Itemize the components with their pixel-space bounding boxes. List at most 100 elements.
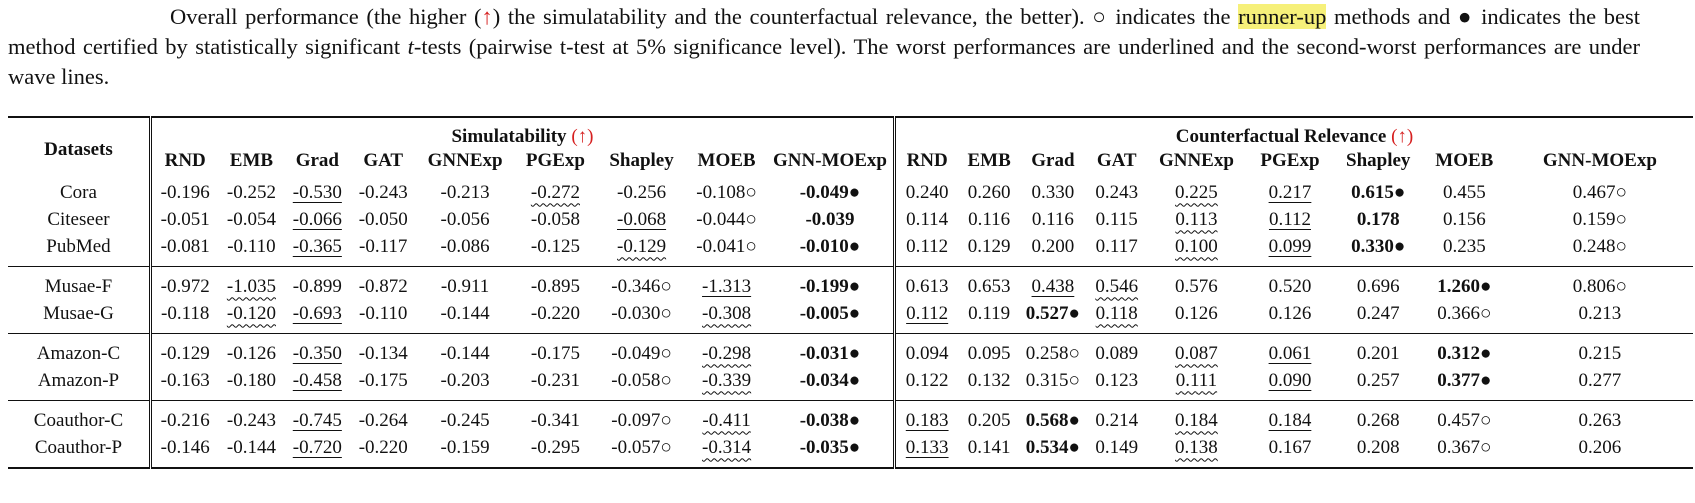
value-text: 0.367○ — [1437, 436, 1492, 458]
sim-value-cell: -0.066 — [284, 206, 350, 233]
value-text: -0.252 — [226, 181, 276, 203]
sim-value-cell: -0.126 — [218, 333, 285, 367]
value-text: 0.546 — [1095, 275, 1139, 297]
value-text: 0.457○ — [1437, 409, 1492, 431]
cf-value-cell: 0.100 — [1148, 233, 1246, 267]
sim-value-cell: -0.196 — [148, 173, 219, 206]
value-text: 0.315○ — [1025, 369, 1081, 391]
value-text: -0.314 — [702, 436, 752, 458]
sim-value-cell: -0.118 — [148, 300, 219, 334]
cf-value-cell: 0.217 — [1245, 173, 1334, 206]
sim-value-cell: -0.213 — [416, 173, 514, 206]
cf-value-cell: 0.090 — [1245, 367, 1334, 401]
cf-value-cell: 0.114 — [893, 206, 959, 233]
value-text: -0.005● — [799, 302, 861, 324]
sim-value-cell: -0.872 — [350, 266, 417, 300]
sim-value-cell: -1.313 — [686, 266, 767, 300]
method-header-cf-gnn-moexp: GNN-MOExp — [1542, 149, 1657, 171]
cf-value-cell: 0.247 — [1335, 300, 1422, 334]
value-text: 0.247 — [1356, 302, 1400, 324]
method-header-sim-rnd: RND — [148, 148, 219, 173]
sim-value-cell: -0.895 — [513, 266, 597, 300]
value-text: 0.156 — [1442, 208, 1486, 230]
method-header-cf-gnnexp: GNNExp — [1158, 149, 1234, 171]
sim-value-cell: -0.051 — [148, 206, 219, 233]
dataset-cell: Amazon-C — [8, 333, 151, 367]
sim-value-cell: -0.005● — [767, 300, 895, 334]
sim-value-cell: -0.129 — [597, 233, 686, 267]
sim-value-cell: -0.159 — [416, 434, 514, 468]
value-text: -0.134 — [358, 342, 408, 364]
method-header-cf-gat: GAT — [1096, 149, 1137, 171]
sim-value-cell: -0.144 — [416, 333, 514, 367]
table-row: Amazon-P -0.163 -0.180 -0.458 -0.175 -0.203 -0… — [8, 367, 1693, 401]
value-text: 0.205 — [967, 409, 1011, 431]
value-text: -0.049● — [799, 181, 861, 203]
value-text: -0.086 — [440, 235, 490, 257]
value-text: -0.245 — [440, 409, 490, 431]
cf-value-cell: 0.696 — [1334, 266, 1422, 300]
sim-value-cell: -0.030○ — [597, 300, 686, 334]
value-text: 0.263 — [1578, 409, 1622, 431]
value-text: -0.110 — [227, 235, 276, 257]
value-text: -0.044○ — [696, 208, 757, 230]
value-text: 0.214 — [1095, 409, 1139, 431]
value-text: 0.116 — [968, 208, 1011, 230]
sim-value-cell: -0.144 — [416, 300, 514, 334]
sim-value-cell: -0.120 — [218, 300, 284, 334]
value-text: 0.099 — [1268, 235, 1312, 257]
value-text: -0.365 — [292, 235, 342, 257]
value-text: -0.081 — [160, 235, 210, 257]
sim-value-cell: -0.341 — [513, 400, 597, 434]
table-row: Cora -0.196 -0.252 -0.530 -0.243 -0.213 -0.272… — [8, 173, 1693, 206]
value-text: 0.094 — [905, 342, 949, 364]
sim-value-cell: -0.049○ — [596, 333, 687, 367]
value-text: 0.653 — [967, 275, 1011, 297]
dataset-cell: PubMed — [46, 235, 111, 257]
up-arrow-icon: (↑) — [1391, 126, 1414, 147]
value-text: -0.341 — [530, 409, 580, 431]
sim-value-cell: -0.108○ — [686, 173, 767, 206]
method-header-cf-emb: EMB — [967, 149, 1011, 171]
sim-value-cell: -0.031● — [766, 333, 895, 367]
value-text: -0.256 — [617, 181, 667, 203]
method-header-sim-emb: EMB — [229, 149, 274, 171]
sim-value-cell: -0.044○ — [686, 206, 767, 233]
value-text: -0.054 — [226, 208, 276, 230]
sim-value-cell: -0.308 — [686, 300, 767, 334]
sim-value-cell: -0.041○ — [686, 233, 767, 267]
value-text: 0.129 — [967, 235, 1011, 257]
sim-value-cell: -0.163 — [148, 367, 219, 401]
sim-value-cell: -0.068 — [597, 206, 686, 233]
cf-value-cell: 0.122 — [893, 367, 959, 401]
value-text: -0.041○ — [696, 235, 757, 257]
cf-value-cell: 0.138 — [1148, 434, 1246, 468]
sim-value-cell: -0.346○ — [596, 266, 687, 300]
counterfactual-header: Counterfactual Relevance (↑) — [893, 117, 1693, 148]
value-text: 0.235 — [1442, 235, 1486, 257]
value-text: 0.225 — [1175, 181, 1218, 203]
value-text: -0.049○ — [611, 342, 672, 364]
method-header-cf-pgexp: PGExp — [1260, 149, 1320, 171]
value-text: 0.217 — [1268, 181, 1312, 203]
value-text: -0.129 — [617, 235, 667, 257]
sim-value-cell: -1.035 — [218, 266, 285, 300]
value-text: -0.097○ — [611, 409, 672, 431]
cf-value-cell: 0.263 — [1506, 400, 1693, 434]
value-text: 0.118 — [1095, 302, 1138, 324]
value-text: -0.129 — [160, 342, 210, 364]
value-text: 0.090 — [1268, 369, 1312, 391]
cf-value-cell: 0.243 — [1086, 173, 1148, 206]
sim-value-cell: -0.693 — [284, 300, 350, 334]
cf-value-cell: 0.806○ — [1506, 266, 1693, 300]
cf-value-cell: 0.268 — [1334, 400, 1422, 434]
cf-value-cell: 0.520 — [1245, 266, 1335, 300]
sim-value-cell: -0.365 — [284, 233, 350, 267]
value-text: 0.200 — [1031, 235, 1075, 257]
cf-value-cell: 0.455 — [1422, 173, 1507, 206]
results-table: Datasets Simulatability (↑) Counterfactu… — [8, 116, 1693, 469]
dataset-cell: Amazon-P — [37, 369, 120, 391]
cf-value-cell: 0.149 — [1086, 434, 1148, 468]
caption-text-2: ) the simulatability and the counterfact… — [492, 4, 1239, 29]
cf-value-cell: 0.061 — [1245, 333, 1335, 367]
